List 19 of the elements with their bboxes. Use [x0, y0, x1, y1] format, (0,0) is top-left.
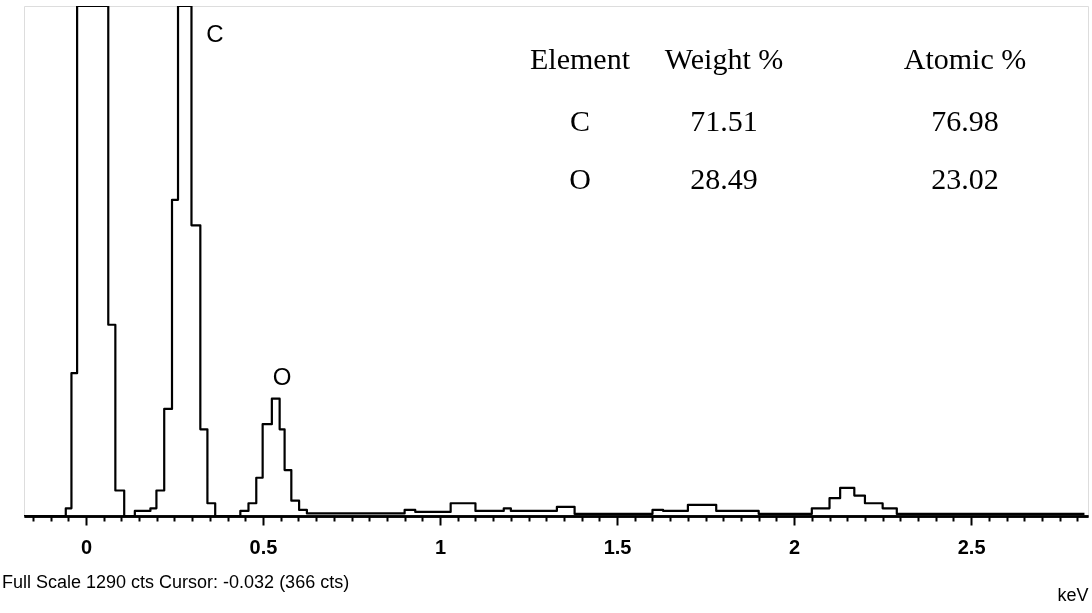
- x-tick-label: 0: [80, 535, 93, 558]
- x-tick-label: 1: [434, 535, 447, 558]
- x-axis-title: keV: [1057, 584, 1089, 605]
- annotation: 23.02: [931, 162, 999, 195]
- annotation: 76.98: [931, 104, 999, 137]
- annotation: Element: [530, 42, 631, 75]
- x-tick-label: 2: [789, 535, 801, 558]
- text: Full Scale 1290 cts Cursor: -0.032 (366 cts): [2, 572, 350, 592]
- x-tick-label: 1.5: [603, 535, 632, 558]
- annotation: 28.49: [690, 162, 758, 195]
- annotation: C: [206, 20, 224, 47]
- annotation: O: [272, 363, 292, 390]
- annotation: Atomic %: [903, 42, 1027, 75]
- annotation: 71.51: [690, 104, 758, 137]
- x-tick-label: 0.5: [249, 535, 278, 558]
- annotation: Weight %: [664, 42, 784, 75]
- annotation: O: [569, 162, 591, 195]
- annotation: C: [569, 104, 591, 137]
- x-tick-label: 2.5: [957, 535, 986, 558]
